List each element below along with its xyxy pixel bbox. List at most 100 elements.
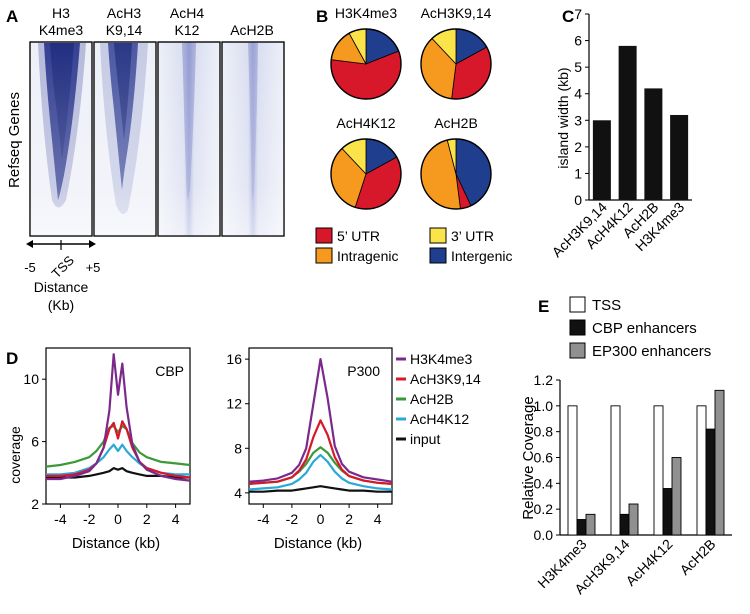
legend-label-intragenic: Intragenic [337,248,398,264]
heatmap-4-title-line2: AcH2B [230,22,274,38]
panel-label-d: D [6,349,18,368]
heatmap-3-title-line2: K12 [175,22,200,38]
panel-label-c: C [562,7,574,26]
panel-e-bar-h3k4me3-tss [567,405,578,536]
legend-label-input: input [410,431,440,447]
heatmap-ach4k12 [157,41,221,237]
panel-e-bar-h3k4me3-cbp-enhancers [576,519,587,536]
legend-label-ach4k12: AcH4K12 [410,411,469,427]
panel-c-ytick-label: 1 [574,165,582,181]
panel-c-ytick-label: 2 [574,139,582,155]
legend-label-intergenic: Intergenic [451,248,512,264]
p300-xtick-label: -4 [257,511,270,527]
panel-e-bar-ach3k9-14-cbp-enhancers [619,513,630,536]
p300-line-h3k4me3 [248,358,393,483]
cbp-xtick-label: 2 [143,511,151,527]
panel-c-bar-ach2b [644,88,663,200]
panel-e-bar-ach2b-ep300-enhancers [714,389,725,536]
pie-4-outline [420,138,492,210]
panel-e-bar-ach3k9-14-tss [610,405,621,536]
legend-label-tss: TSS [592,297,621,314]
panel-e-ytick-label: 1.0 [534,398,554,414]
legend-label-ach2b: AcH2B [410,391,454,407]
cbp-title: CBP [155,363,184,379]
cbp-line-ach2b [45,424,191,468]
panel-c-bar-h3k4me3 [670,114,689,200]
legend-label-cbp: CBP enhancers [592,320,697,337]
cbp-xtick-label: -2 [83,511,96,527]
legend-label-5utr: 5’ UTR [337,228,380,244]
panel-e-legend: TSS CBP enhancers EP300 enhancers [569,296,711,360]
panel-c-ytick-label: 7 [574,6,582,22]
p300-ytick-label: 16 [226,351,242,367]
panel-b-pies: H3K4me3 AcH3K9,14 AcH4K12 AcH2B [330,5,492,210]
panel-e-ytick-label: 0.4 [534,475,554,491]
cbp-line-ach3k9-14 [46,420,191,479]
panel-c-ytick-label: 3 [574,112,582,128]
panel-c-ytick-label: 4 [574,86,582,102]
panel-c-ytick-label: 0 [574,192,582,208]
distance-arrow [26,240,96,250]
p300-title: P300 [347,363,380,379]
heatmap-ach2b [221,41,285,237]
panel-e-bar-ach4k12-ep300-enhancers [671,457,682,536]
panel-e-ytick-label: 0.6 [534,450,554,466]
pie-3-title: AcH4K12 [336,115,395,131]
pie-1-outline [330,28,402,100]
legend-label-3utr: 3’ UTR [451,228,494,244]
heatmap-tick-tss: TSS [49,252,78,281]
cbp-line-h3k4me3 [46,353,191,482]
panel-e-xtick-label: AcH4K12 [622,536,675,589]
heatmap-tick-right: +5 [86,260,101,275]
heatmap-2-title-line1: AcH3 [107,5,141,21]
cbp-xlabel: Distance (kb) [72,535,160,552]
pie-legend: 5’ UTR 3’ UTR Intragenic Intergenic [315,227,512,264]
panel-e-ytick-label: 1.2 [534,372,554,388]
panel-d-ylabel: coverage [7,426,23,484]
heatmap-3-title-line1: AcH4 [170,5,204,21]
heatmap-xlabel-line2: (Kb) [48,297,74,313]
legend-swatch-intragenic [315,247,333,264]
line-legend: H3K4me3 AcH3K9,14 AcH2B AcH4K12 input [396,351,481,447]
panel-a-heatmaps: H3 K4me3 AcH3 K9,14 AcH4 K12 AcH2B [6,5,285,313]
panel-label-e: E [538,297,549,316]
p300-xtick-label: 0 [317,511,325,527]
cbp-line-input [46,467,190,479]
panel-e-bar-ach2b-cbp-enhancers [705,428,716,536]
panel-c-ylabel: island width (kb) [555,67,571,168]
legend-swatch-ep300 [569,342,586,359]
p300-line-ach3k9-14 [248,419,393,485]
p300-ytick-label: 4 [234,485,242,501]
heatmap-2-title-line2: K9,14 [106,22,143,38]
panel-e-xtick-label: AcH2B [676,536,718,578]
panel-c-bar-ach3k9-14 [592,120,611,200]
pie-3-outline [330,138,402,210]
heatmap-xlabel-line1: Distance [34,279,89,295]
panel-e-ytick-label: 0.0 [534,527,554,543]
cbp-xtick-label: 0 [114,511,122,527]
panel-e-bar-h3k4me3-ep300-enhancers [585,513,596,536]
panel-c-bar-chart: island width (kb) 01234567AcH3K9,14AcH4K… [549,6,692,260]
panel-e-bar-ach4k12-tss [653,405,664,536]
p300-xtick-label: 2 [345,511,353,527]
p300-ytick-label: 8 [234,440,242,456]
p300-xtick-label: 4 [374,511,382,527]
legend-swatch-cbp [569,319,586,336]
legend-swatch-5utr [315,227,333,244]
p300-line-input [249,485,392,493]
heatmap-1-title-line2: K4me3 [39,22,84,38]
legend-label-ach3k9-14: AcH3K9,14 [410,371,481,387]
p300-line-ach4k12 [248,453,393,491]
panel-label-a: A [6,7,18,26]
heatmap-ylabel: Refseq Genes [6,92,23,188]
cbp-xtick-label: -4 [54,511,67,527]
pie-4-title: AcH2B [434,115,478,131]
p300-xlabel: Distance (kb) [274,535,362,552]
heatmap-h3k4me3 [29,41,93,237]
panel-e-ytick-label: 0.2 [534,501,554,517]
panel-c-bar-ach4k12 [618,45,637,201]
cbp-xtick-label: 4 [172,511,180,527]
heatmap-1-title-line1: H3 [52,5,70,21]
pie-1-title: H3K4me3 [335,5,397,21]
